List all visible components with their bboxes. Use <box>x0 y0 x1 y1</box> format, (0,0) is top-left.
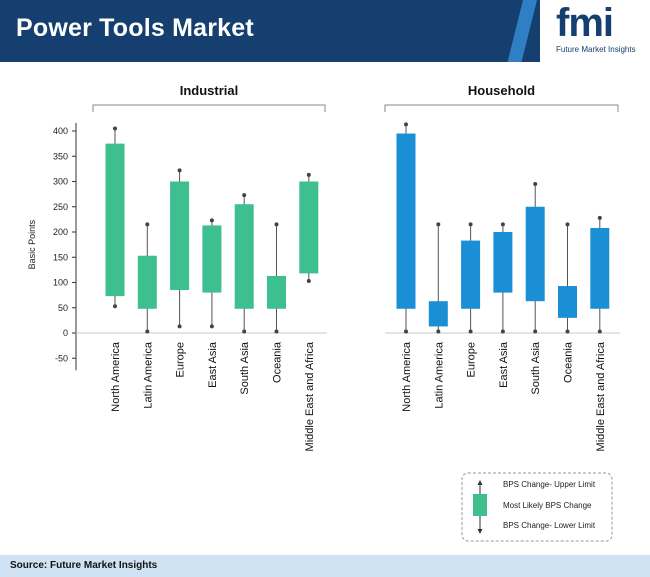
upper-limit-point <box>404 122 408 127</box>
likely-range-box <box>461 240 481 309</box>
lower-limit-point <box>436 329 441 334</box>
legend-up-arrow-icon <box>477 480 483 485</box>
category-label: Latin America <box>142 341 154 409</box>
y-tick-label: 150 <box>53 252 68 262</box>
y-tick-label: 100 <box>53 278 68 288</box>
likely-range-box <box>396 133 416 309</box>
category-label: East Asia <box>498 341 510 388</box>
likely-range-box <box>558 286 577 318</box>
lower-limit-point <box>274 329 279 334</box>
upper-limit-point <box>145 222 150 227</box>
legend-likely-label: Most Likely BPS Change <box>503 501 592 510</box>
group-title: Household <box>468 83 535 98</box>
group-bracket <box>92 104 326 112</box>
likely-range-box <box>525 206 545 302</box>
lower-limit-point <box>404 329 408 334</box>
upper-limit-point <box>597 215 602 220</box>
upper-limit-point <box>468 222 473 227</box>
lower-limit-point <box>565 329 570 334</box>
legend-down-arrow-icon <box>477 529 483 534</box>
category-label: North America <box>401 341 413 412</box>
category-label: South Asia <box>239 341 251 394</box>
category-label: Latin America <box>433 341 445 409</box>
upper-limit-point <box>113 126 117 131</box>
y-tick-label: 250 <box>53 202 68 212</box>
y-axis-label: Basic Points <box>27 219 37 269</box>
y-tick-label: 200 <box>53 227 68 237</box>
logo-background <box>540 0 650 62</box>
likely-range-box <box>590 227 610 309</box>
lower-limit-point <box>209 324 214 329</box>
upper-limit-point <box>565 222 570 227</box>
lower-limit-point <box>177 324 182 329</box>
lower-limit-point <box>500 329 505 334</box>
likely-range-box <box>267 275 286 309</box>
likely-range-box <box>234 204 254 309</box>
y-tick-label: 50 <box>58 303 68 313</box>
legend-upper-label: BPS Change- Upper Limit <box>503 480 596 489</box>
y-tick-label: -50 <box>55 353 68 363</box>
source-note: Source: Future Market Insights <box>10 560 158 571</box>
category-label: Europe <box>175 342 187 377</box>
page-title: Power Tools Market <box>16 14 254 42</box>
likely-range-box <box>170 181 190 291</box>
category-label: North America <box>110 341 122 412</box>
likely-range-box <box>428 301 448 327</box>
lower-limit-point <box>242 329 247 334</box>
lower-limit-point <box>145 329 150 334</box>
y-tick-label: 0 <box>63 328 68 338</box>
upper-limit-point <box>436 222 441 227</box>
boxes <box>105 122 610 334</box>
likely-range-box <box>137 255 157 309</box>
lower-limit-point <box>597 329 602 334</box>
header-stripe <box>507 0 537 62</box>
legend-frame <box>461 472 613 542</box>
category-label: South Asia <box>530 341 542 394</box>
likely-range-box <box>493 232 513 293</box>
upper-limit-point <box>533 182 538 187</box>
category-label: Middle East and Africa <box>595 341 607 451</box>
lower-limit-point <box>533 329 538 334</box>
group-bracket <box>384 104 619 112</box>
upper-limit-point <box>242 193 247 198</box>
likely-range-box <box>299 181 319 274</box>
legend: BPS Change- Upper Limit Most Likely BPS … <box>461 472 613 542</box>
fmi-logo: fmi <box>556 1 614 45</box>
y-tick-label: 350 <box>53 151 68 161</box>
legend-box-icon <box>473 494 487 516</box>
upper-limit-point <box>177 168 182 173</box>
upper-limit-point <box>274 222 279 227</box>
category-label: Oceania <box>272 341 284 383</box>
lower-limit-point <box>306 278 311 283</box>
group-headers: Industrial Household <box>92 83 619 112</box>
category-labels: North America Latin America Europe East Asi… <box>110 341 607 451</box>
upper-limit-point <box>306 172 311 177</box>
lower-limit-point <box>468 329 473 334</box>
category-label: East Asia <box>207 341 219 388</box>
footer-bar: Source: Future Market Insights <box>0 555 650 577</box>
group-title: Industrial <box>180 83 239 98</box>
upper-limit-point <box>500 222 505 227</box>
legend-lower-label: BPS Change- Lower Limit <box>503 521 596 530</box>
y-tick-label: 300 <box>53 177 68 187</box>
y-axis: 400 350 300 250 200 150 100 50 0 -50 Basic Points <box>27 123 620 371</box>
header-bar: Power Tools Market fmi Future Market Ins… <box>0 0 650 62</box>
logo-subtitle: Future Market Insights <box>556 45 636 54</box>
category-label: Europe <box>466 342 478 377</box>
likely-range-box <box>105 143 125 297</box>
category-label: Middle East and Africa <box>304 341 316 451</box>
category-label: Oceania <box>563 341 575 383</box>
upper-limit-point <box>209 218 214 223</box>
likely-range-box <box>202 225 222 293</box>
y-tick-label: 400 <box>53 126 68 136</box>
lower-limit-point <box>113 304 117 309</box>
